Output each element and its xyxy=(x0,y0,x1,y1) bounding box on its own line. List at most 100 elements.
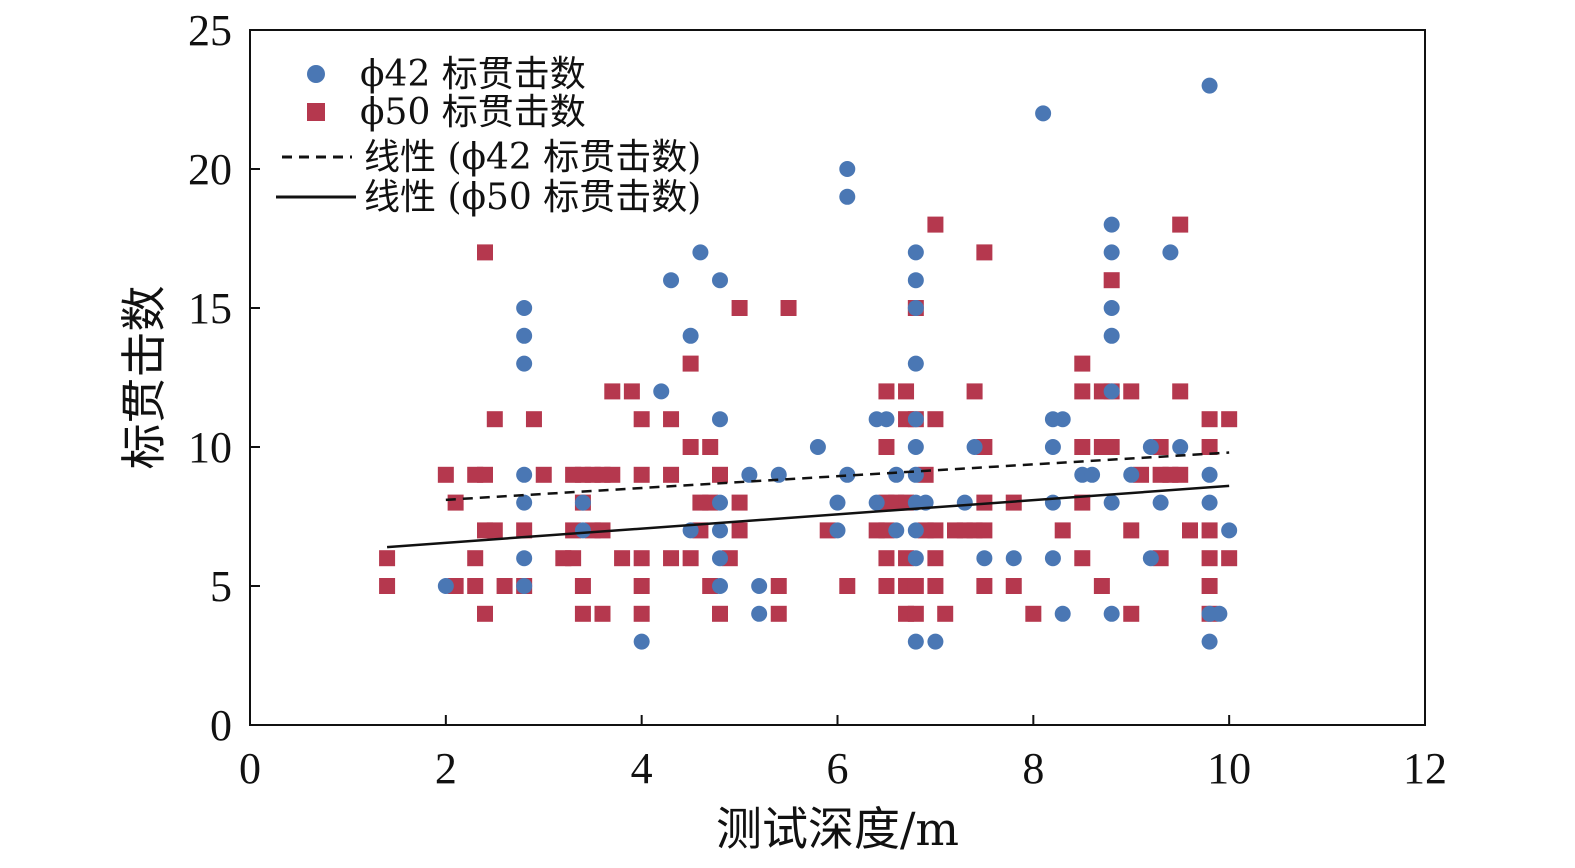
phi50-point xyxy=(927,411,944,428)
phi42-point xyxy=(692,244,709,261)
phi42-point xyxy=(1152,494,1169,511)
phi42-point xyxy=(1103,216,1120,233)
phi42-point xyxy=(712,550,728,567)
phi50-point xyxy=(1201,578,1218,594)
phi50-point xyxy=(614,550,631,567)
phi42-point xyxy=(907,550,924,567)
phi50-point xyxy=(1201,439,1218,455)
y-tick-label: 25 xyxy=(188,6,232,55)
phi42-point xyxy=(907,272,924,289)
phi50-point xyxy=(604,383,621,400)
phi50-point xyxy=(1123,522,1140,539)
phi50-point xyxy=(496,578,513,594)
phi50-point xyxy=(1103,272,1120,289)
phi42-point xyxy=(516,466,533,483)
axes: 0 2 4 6 8 10 12 0 5 10 15 20 25 测试深度/m 标贯击数 xyxy=(117,6,1447,856)
phi50-point xyxy=(1123,383,1140,400)
phi50-point xyxy=(907,605,924,622)
phi50-point xyxy=(770,578,787,594)
phi42-point xyxy=(868,494,885,511)
phi50-point xyxy=(565,550,582,567)
phi50-point xyxy=(633,605,650,622)
x-tick-label: 12 xyxy=(1403,744,1447,793)
x-tick-label: 4 xyxy=(631,744,653,793)
phi50-point xyxy=(1074,355,1091,372)
phi42-point xyxy=(907,411,924,428)
phi50-point xyxy=(535,466,552,483)
phi42-point xyxy=(1172,439,1189,455)
phi50-point xyxy=(1025,605,1042,622)
phi50-point xyxy=(966,383,983,400)
phi50-point xyxy=(712,466,728,483)
phi50-point xyxy=(1005,578,1022,594)
phi42-point xyxy=(751,578,768,594)
phi50-point xyxy=(937,605,954,622)
phi42-point xyxy=(516,327,533,344)
phi50-point xyxy=(682,550,699,567)
phi42-point xyxy=(907,300,924,316)
phi50-point xyxy=(878,383,895,400)
phi50-point xyxy=(780,300,797,316)
phi50-point xyxy=(878,550,895,567)
phi42-point xyxy=(809,439,826,455)
phi50-point xyxy=(976,578,993,594)
legend-item-phi50-label: ϕ50 标贯击数 xyxy=(360,92,586,133)
phi42-point xyxy=(1103,494,1120,511)
phi50-point xyxy=(486,522,503,539)
phi42-point xyxy=(1142,439,1159,455)
phi42-point xyxy=(516,300,533,316)
phi50-point xyxy=(1074,383,1091,400)
phi42-point xyxy=(712,578,728,594)
phi50-point xyxy=(1201,411,1218,428)
phi50-point xyxy=(379,550,396,567)
phi42-point xyxy=(1044,550,1061,567)
phi42-point xyxy=(1201,633,1218,650)
phi42-point xyxy=(712,494,728,511)
phi50-point xyxy=(574,605,591,622)
phi42-point xyxy=(653,383,670,400)
phi42-point xyxy=(1103,605,1120,622)
x-tick-label: 2 xyxy=(435,744,457,793)
phi42-point xyxy=(712,272,728,289)
phi50-point xyxy=(770,605,787,622)
phi42-point xyxy=(888,522,905,539)
phi42-point xyxy=(1103,300,1120,316)
phi42-point xyxy=(663,272,680,289)
phi50-point xyxy=(1074,439,1091,455)
phi50-point xyxy=(1074,550,1091,567)
phi50-point xyxy=(927,216,944,233)
phi50-point xyxy=(907,578,924,594)
legend-item-phi42-label: ϕ42 标贯击数 xyxy=(360,54,586,95)
phi42-point xyxy=(1005,550,1022,567)
phi42-point xyxy=(437,578,454,594)
phi42-point xyxy=(516,494,533,511)
phi50-point xyxy=(927,522,944,539)
phi42-point xyxy=(1044,439,1061,455)
y-axis-title: 标贯击数 xyxy=(117,286,171,470)
phi50-point xyxy=(486,411,503,428)
x-tick-label: 8 xyxy=(1022,744,1044,793)
phi42-point xyxy=(1044,494,1061,511)
phi50-point xyxy=(1103,439,1120,455)
phi50-point xyxy=(467,550,484,567)
phi50-point xyxy=(927,550,944,567)
phi50-point xyxy=(731,522,748,539)
phi50-point xyxy=(633,466,650,483)
phi50-point xyxy=(663,550,680,567)
phi50-point xyxy=(477,244,493,261)
phi50-point xyxy=(467,578,484,594)
phi42-point xyxy=(574,494,591,511)
phi50-point xyxy=(976,522,993,539)
legend-marker-circle xyxy=(307,65,325,83)
phi50-point xyxy=(927,578,944,594)
phi50-point xyxy=(878,578,895,594)
x-tick-label: 6 xyxy=(827,744,849,793)
phi50-point xyxy=(1123,605,1140,622)
phi42-point xyxy=(976,550,993,567)
phi42-point xyxy=(1142,550,1159,567)
phi42-point xyxy=(712,522,728,539)
phi50-point xyxy=(633,578,650,594)
phi42-point xyxy=(1054,605,1071,622)
phi50-point xyxy=(682,439,699,455)
legend-item-phi42-fit-label: 线性 (ϕ42 标贯击数) xyxy=(364,137,701,178)
